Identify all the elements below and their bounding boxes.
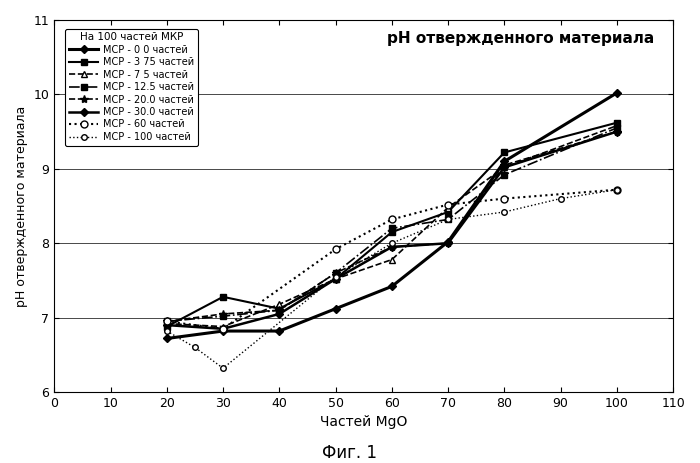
Y-axis label: pH отвержденного материала: pH отвержденного материала	[15, 106, 28, 307]
МСР - 20.0 частей	[500, 163, 509, 168]
МСР - 12.5 частей	[500, 172, 509, 177]
МСР - 7 5 частей	[219, 324, 228, 329]
Line: МСР - 60 частей: МСР - 60 частей	[163, 186, 620, 332]
МСР - 20.0 частей	[331, 270, 340, 276]
МСР - 60 частей	[331, 246, 340, 252]
МСР - 60 частей	[162, 319, 171, 324]
Line: МСР - 20.0 частей: МСР - 20.0 частей	[162, 127, 621, 325]
МСР - 7 5 частей	[500, 164, 509, 170]
МСР - 7 5 частей	[331, 276, 340, 282]
МСР - 20.0 частей	[388, 244, 396, 250]
МСР - 3 75 частей	[275, 306, 284, 312]
МСР - 100 частей	[388, 240, 396, 246]
МСР - 0 0 частей	[500, 159, 509, 164]
МСР - 0 0 частей	[331, 306, 340, 312]
Text: Фиг. 1: Фиг. 1	[323, 444, 377, 463]
МСР - 3 75 частей	[162, 324, 171, 329]
МСР - 12.5 частей	[219, 313, 228, 319]
МСР - 12.5 частей	[388, 225, 396, 231]
МСР - 60 частей	[612, 187, 621, 193]
МСР - 100 частей	[556, 196, 565, 201]
МСР - 100 частей	[612, 187, 621, 193]
Line: МСР - 30.0 частей: МСР - 30.0 частей	[164, 129, 620, 332]
МСР - 0 0 частей	[444, 239, 452, 244]
Line: МСР - 3 75 частей: МСР - 3 75 частей	[164, 120, 620, 329]
МСР - 3 75 частей	[219, 294, 228, 300]
МСР - 12.5 частей	[162, 319, 171, 324]
МСР - 30.0 частей	[331, 276, 340, 282]
МСР - 20.0 частей	[219, 311, 228, 317]
МСР - 12.5 частей	[444, 217, 452, 222]
Line: МСР - 7 5 частей: МСР - 7 5 частей	[164, 123, 620, 329]
МСР - 0 0 частей	[275, 328, 284, 334]
МСР - 100 частей	[219, 365, 228, 371]
МСР - 30.0 частей	[500, 164, 509, 170]
МСР - 30.0 частей	[162, 322, 171, 328]
МСР - 12.5 частей	[612, 125, 621, 131]
МСР - 60 частей	[219, 326, 228, 332]
МСР - 3 75 частей	[331, 276, 340, 282]
Line: МСР - 12.5 частей: МСР - 12.5 частей	[164, 125, 620, 324]
МСР - 3 75 частей	[500, 150, 509, 155]
МСР - 3 75 частей	[444, 209, 452, 215]
МСР - 30.0 частей	[275, 311, 284, 317]
МСР - 3 75 частей	[388, 229, 396, 235]
МСР - 30.0 частей	[219, 326, 228, 332]
МСР - 7 5 частей	[388, 257, 396, 263]
МСР - 7 5 частей	[444, 205, 452, 210]
МСР - 20.0 частей	[162, 319, 171, 324]
МСР - 60 частей	[388, 217, 396, 222]
МСР - 7 5 частей	[275, 301, 284, 307]
МСР - 12.5 частей	[331, 270, 340, 276]
МСР - 60 частей	[500, 196, 509, 201]
МСР - 20.0 частей	[275, 307, 284, 313]
МСР - 100 частей	[331, 274, 340, 280]
МСР - 100 частей	[190, 344, 199, 350]
Text: pH отвержденного материала: pH отвержденного материала	[387, 31, 654, 46]
Legend: МСР - 0 0 частей, МСР - 3 75 частей, МСР - 7 5 частей, МСР - 12.5 частей, МСР - : МСР - 0 0 частей, МСР - 3 75 частей, МСР…	[65, 29, 198, 146]
МСР - 7 5 частей	[612, 123, 621, 128]
МСР - 20.0 частей	[444, 240, 452, 246]
МСР - 30.0 частей	[444, 240, 452, 246]
МСР - 0 0 частей	[388, 284, 396, 289]
МСР - 100 частей	[162, 328, 171, 334]
МСР - 0 0 частей	[162, 336, 171, 341]
X-axis label: Частей MgO: Частей MgO	[320, 415, 407, 430]
МСР - 3 75 частей	[612, 120, 621, 125]
МСР - 0 0 частей	[612, 90, 621, 96]
МСР - 30.0 частей	[388, 244, 396, 250]
МСР - 12.5 частей	[275, 307, 284, 313]
Line: МСР - 100 частей: МСР - 100 частей	[164, 187, 620, 371]
МСР - 7 5 частей	[162, 321, 171, 326]
МСР - 100 частей	[444, 217, 452, 222]
МСР - 100 частей	[500, 209, 509, 215]
МСР - 60 частей	[444, 202, 452, 207]
МСР - 0 0 частей	[219, 328, 228, 334]
МСР - 30.0 частей	[612, 129, 621, 134]
Line: МСР - 0 0 частей: МСР - 0 0 частей	[164, 90, 620, 341]
МСР - 20.0 частей	[612, 129, 621, 134]
